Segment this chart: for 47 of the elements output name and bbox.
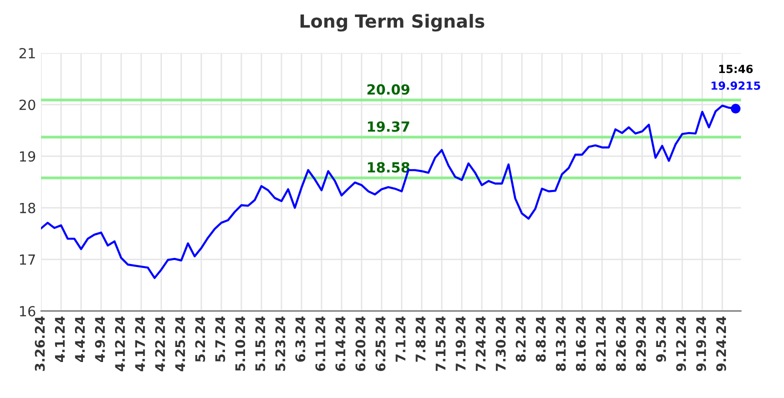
x-tick-label: 6.14.24 xyxy=(335,316,346,371)
y-tick-label: 20 xyxy=(19,100,36,110)
x-tick-label: 8.26.24 xyxy=(616,316,626,371)
ref-line-label: 20.09 xyxy=(367,84,410,95)
x-tick-label: 8.2.24 xyxy=(516,316,526,362)
x-tick-label: 6.3.24 xyxy=(295,316,306,362)
x-tick-label: 4.17.24 xyxy=(135,316,145,372)
x-tick-label: 5.10.24 xyxy=(235,316,246,371)
chart-title: Long Term Signals xyxy=(300,14,484,32)
x-tick-label: 8.21.24 xyxy=(596,316,606,371)
x-tick-label: 9.19.24 xyxy=(696,316,706,372)
x-tick-label: 7.1.24 xyxy=(396,316,406,362)
x-tick-label: 4.12.24 xyxy=(115,316,125,372)
x-tick-label: 8.29.24 xyxy=(636,316,646,371)
y-tick-label: 16 xyxy=(20,306,36,316)
annotation: 15:46 xyxy=(719,64,753,74)
x-tick-label: 9.12.24 xyxy=(676,316,686,372)
data-label: 19.9215 xyxy=(712,81,760,90)
x-tick-label: 7.8.24 xyxy=(416,316,426,362)
x-tick-label: 6.25.24 xyxy=(375,316,386,371)
x-tick-label: 6.20.24 xyxy=(355,316,366,371)
x-tick-label: 4.22.24 xyxy=(155,316,165,372)
x-tick-label: 7.24.24 xyxy=(476,316,486,371)
x-tick-label: 9.24.24 xyxy=(716,316,726,372)
x-tick-label: 4.4.24 xyxy=(74,316,85,362)
ref-line-label: 19.37 xyxy=(368,121,410,132)
y-tick-label: 19 xyxy=(20,151,36,162)
y-tick-label: 18 xyxy=(20,202,36,214)
x-tick-label: 3.26.24 xyxy=(34,316,45,371)
x-tick-label: 6.11.24 xyxy=(315,316,326,371)
x-tick-label: 5.7.24 xyxy=(215,316,226,362)
x-tick-label: 4.25.24 xyxy=(175,316,186,372)
x-tick-label: 5.2.24 xyxy=(195,316,206,362)
x-tick-label: 8.13.24 xyxy=(556,316,566,371)
x-tick-label: 4.9.24 xyxy=(94,316,105,362)
y-tick-label: 21 xyxy=(19,48,35,58)
x-tick-label: 7.30.24 xyxy=(496,316,506,371)
x-tick-label: 7.15.24 xyxy=(436,316,446,371)
x-tick-label: 4.1.24 xyxy=(54,316,65,362)
ref-line-label: 18.58 xyxy=(368,162,410,173)
x-tick-label: 7.19.24 xyxy=(456,316,466,371)
x-tick-label: 8.16.24 xyxy=(576,316,586,371)
y-tick-label: 17 xyxy=(20,254,35,265)
x-tick-label: 8.8.24 xyxy=(536,316,546,362)
x-tick-label: 5.23.24 xyxy=(275,316,286,371)
x-tick-label: 9.5.24 xyxy=(656,316,666,362)
x-tick-label: 5.15.24 xyxy=(255,316,266,371)
